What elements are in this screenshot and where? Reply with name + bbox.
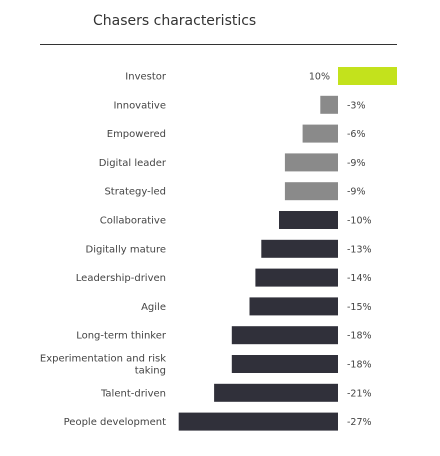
category-label-1: Innovative [113, 100, 166, 111]
category-label-8: Agile [141, 302, 166, 313]
bar-2 [302, 124, 338, 143]
category-label-6: Digitally mature [86, 244, 166, 255]
bar-10 [231, 355, 338, 373]
category-label-4: Strategy-led [104, 187, 166, 198]
bar-5 [279, 211, 338, 229]
value-label-3: -9% [347, 158, 366, 169]
value-label-5: -10% [347, 216, 372, 227]
chart-title: Chasers characteristics [93, 13, 257, 29]
bar-4 [284, 182, 338, 201]
bar-3 [284, 153, 338, 172]
value-label-1: -3% [347, 100, 366, 111]
bar-12 [178, 412, 338, 431]
category-label-2: Empowered [107, 129, 166, 140]
bar-1 [320, 95, 338, 114]
value-label-11: -21% [347, 388, 372, 399]
category-label-10: Experimentation and risk taking [40, 354, 166, 377]
category-label-9: Long-term thinker [76, 331, 167, 342]
bar-6 [261, 239, 338, 258]
value-label-0: 10% [309, 72, 330, 83]
value-label-7: -14% [347, 273, 372, 284]
title-divider [40, 44, 397, 45]
bar-7 [255, 268, 338, 287]
bar-0 [338, 67, 397, 85]
value-label-8: -15% [347, 302, 372, 313]
category-label-0: Investor [125, 72, 167, 83]
value-label-4: -9% [347, 187, 366, 198]
category-label-11: Talent-driven [100, 388, 166, 399]
bar-9 [231, 326, 338, 345]
bar-11 [214, 383, 338, 402]
value-label-9: -18% [347, 331, 372, 342]
category-label-3: Digital leader [99, 158, 167, 169]
category-label-12: People development [64, 417, 166, 428]
category-label-5: Collaborative [100, 216, 166, 227]
value-label-12: -27% [347, 417, 372, 428]
value-label-2: -6% [347, 129, 366, 140]
bar-8 [249, 297, 338, 316]
value-label-6: -13% [347, 244, 372, 255]
category-label-7: Leadership-driven [76, 273, 166, 284]
value-label-10: -18% [347, 360, 372, 371]
